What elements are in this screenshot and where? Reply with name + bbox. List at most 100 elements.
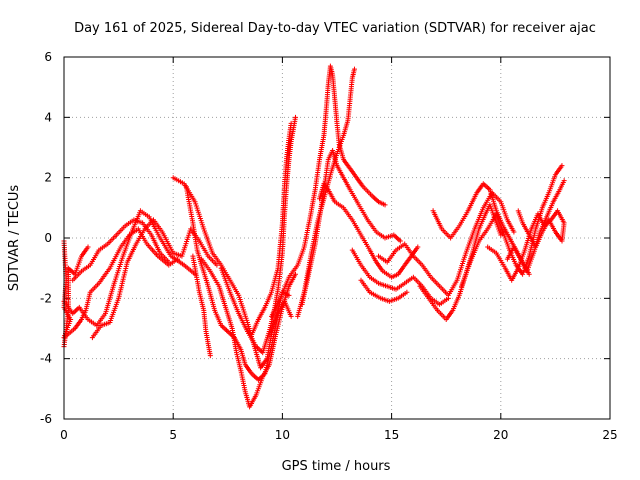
data-marker-segment: [170, 250, 183, 258]
series-s2: [61, 208, 198, 328]
data-marker-segment: [489, 190, 502, 203]
x-axis-label: GPS time / hours: [282, 459, 391, 474]
data-marker-segment: [70, 270, 83, 283]
data-marker-segment: [105, 234, 118, 247]
y-tick-label: 2: [44, 171, 52, 185]
data-marker-segment: [428, 274, 441, 288]
data-marker-segment: [445, 279, 459, 298]
data-marker-segment: [196, 289, 206, 311]
data-marker-segment: [524, 252, 536, 274]
series-s11: [249, 120, 294, 337]
data-marker-segment: [72, 318, 83, 331]
data-marker-segment: [373, 229, 386, 240]
data-marker-segment: [260, 330, 272, 356]
data-marker: [404, 289, 410, 295]
data-marker-segment: [349, 247, 363, 266]
data-marker-segment: [437, 283, 450, 297]
data-marker-segment: [179, 228, 193, 259]
data-marker-segment: [472, 207, 485, 232]
data-marker-segment: [157, 250, 170, 264]
data-marker-segment: [476, 228, 489, 244]
data-marker-segment: [65, 267, 71, 313]
data-marker-segment: [380, 268, 393, 279]
y-tick-label: 4: [44, 110, 52, 124]
data-marker-segment: [509, 267, 520, 283]
data-marker-segment: [389, 272, 399, 280]
x-tick-label: 15: [384, 428, 399, 442]
data-marker-segment: [210, 250, 223, 266]
data-marker-segment: [369, 193, 380, 204]
data-marker-segment: [192, 199, 206, 230]
data-marker-segment: [546, 174, 558, 196]
data-marker-segment: [236, 292, 250, 323]
data-marker-segment: [308, 189, 318, 217]
data-marker-segment: [205, 341, 213, 357]
data-marker-segment: [330, 72, 338, 100]
data-marker-segment: [450, 294, 461, 313]
data-marker-segment: [317, 189, 327, 220]
data-marker-segment: [113, 224, 127, 238]
data-marker: [293, 114, 299, 120]
data-marker-segment: [238, 347, 248, 366]
data-marker-segment: [144, 241, 159, 258]
data-marker-segment: [275, 222, 285, 271]
series-s4: [89, 217, 220, 341]
data-marker-segment: [419, 262, 433, 278]
data-marker-segment: [286, 273, 298, 289]
data-marker-segment: [360, 184, 373, 197]
data-marker-segment: [463, 228, 477, 256]
data-marker-segment: [170, 175, 185, 186]
data-marker-segment: [410, 253, 424, 267]
data-marker-segment: [312, 216, 322, 247]
data-marker: [214, 262, 220, 268]
data-marker-segment: [332, 96, 340, 124]
data-marker-segment: [430, 208, 444, 230]
data-marker-segment: [358, 262, 371, 278]
data-marker-segment: [437, 297, 450, 307]
data-marker-segment: [443, 309, 455, 322]
series-s9: [199, 256, 299, 410]
data-marker: [382, 202, 388, 208]
data-marker-segment: [124, 243, 138, 265]
data-marker-segment: [454, 252, 468, 283]
data-marker-segment: [201, 226, 215, 254]
data-marker-segment: [212, 307, 223, 327]
data-marker-segment: [459, 261, 472, 289]
data-marker-segment: [349, 217, 363, 236]
data-marker-segment: [85, 317, 98, 327]
data-marker-segment: [103, 282, 117, 316]
x-tick-label: 25: [602, 428, 617, 442]
data-marker-segment: [356, 202, 369, 221]
data-marker-segment: [552, 164, 564, 178]
data-marker-segment: [334, 134, 346, 156]
data-marker-segment: [286, 264, 299, 280]
data-marker-segment: [65, 265, 77, 276]
data-marker-segment: [476, 213, 488, 232]
data-marker-segment: [148, 232, 162, 254]
data-marker-segment: [242, 362, 254, 375]
data-marker-segment: [227, 289, 241, 314]
data-marker: [207, 353, 213, 359]
data-marker-segment: [317, 134, 326, 163]
data-marker-segment: [79, 263, 91, 274]
data-marker-segment: [306, 243, 318, 277]
data-marker-segment: [521, 222, 532, 238]
data-marker-segment: [116, 261, 130, 301]
data-marker-segment: [341, 119, 350, 138]
y-axis-label: SDTVAR / TECUs: [7, 185, 22, 292]
data-marker-segment: [140, 220, 153, 236]
data-marker-segment: [465, 192, 479, 214]
x-tick-label: 10: [275, 428, 290, 442]
x-tick-label: 20: [493, 428, 508, 442]
data-marker-segment: [376, 280, 388, 289]
y-tick-label: 0: [44, 231, 52, 245]
data-marker-segment: [249, 318, 261, 337]
data-marker-segment: [493, 250, 507, 269]
series-s13: [295, 66, 357, 319]
data-marker-segment: [345, 98, 353, 123]
data-marker-segment: [199, 262, 210, 287]
data-marker: [561, 178, 567, 184]
data-marker-segment: [205, 253, 218, 267]
data-marker-segment: [273, 307, 285, 337]
